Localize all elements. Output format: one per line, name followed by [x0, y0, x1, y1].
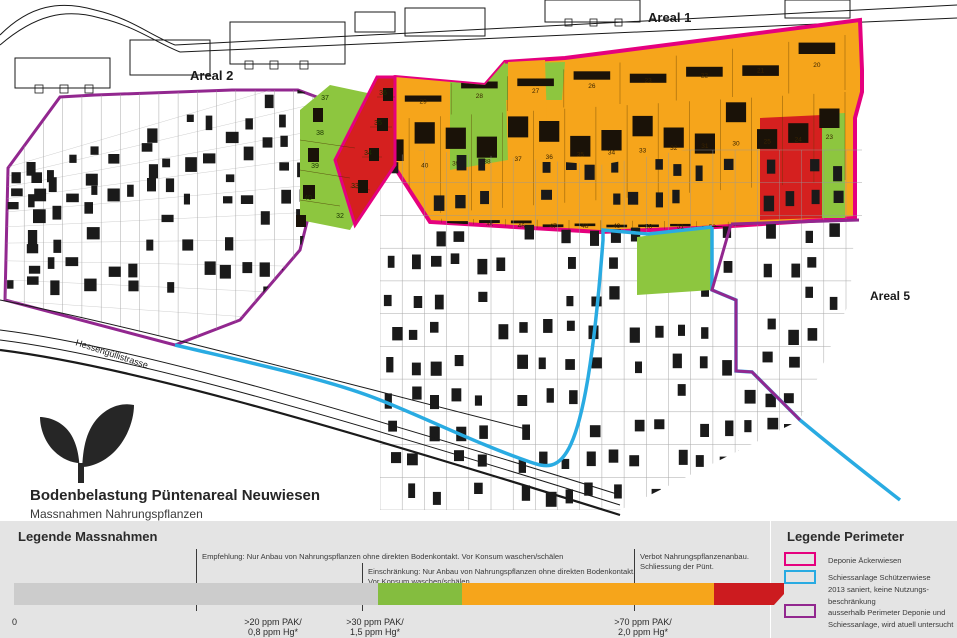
svg-text:25: 25 — [764, 139, 772, 146]
svg-text:23: 23 — [826, 134, 834, 141]
svg-text:30: 30 — [732, 141, 740, 148]
svg-text:Bodenbelastung Püntenareal Neu: Bodenbelastung Püntenareal Neuwiesen — [30, 487, 320, 504]
svg-text:21: 21 — [757, 67, 765, 74]
svg-text:36: 36 — [546, 154, 554, 161]
svg-text:23: 23 — [644, 78, 652, 85]
svg-text:Areal 5: Areal 5 — [870, 289, 910, 303]
svg-text:32: 32 — [670, 145, 678, 152]
svg-text:22: 22 — [701, 73, 709, 80]
svg-text:34: 34 — [608, 150, 616, 157]
svg-text:40: 40 — [304, 195, 312, 202]
svg-text:31: 31 — [701, 143, 709, 150]
svg-text:20: 20 — [813, 62, 821, 69]
svg-text:49: 49 — [613, 223, 621, 230]
svg-text:40: 40 — [421, 163, 429, 170]
svg-text:27: 27 — [532, 88, 540, 95]
svg-text:24: 24 — [795, 136, 803, 143]
svg-text:Massnahmen Nahrungspflanzen: Massnahmen Nahrungspflanzen — [30, 507, 203, 521]
svg-text:28: 28 — [476, 93, 484, 100]
svg-text:35: 35 — [374, 120, 382, 127]
svg-text:36: 36 — [379, 90, 387, 97]
svg-text:26: 26 — [588, 83, 596, 90]
svg-text:48: 48 — [581, 223, 589, 230]
svg-text:Areal 1: Areal 1 — [648, 10, 691, 25]
svg-text:35: 35 — [577, 152, 585, 159]
svg-text:37: 37 — [514, 156, 522, 163]
svg-text:29: 29 — [419, 98, 427, 105]
svg-text:32: 32 — [336, 213, 344, 220]
svg-text:47: 47 — [549, 223, 557, 230]
svg-text:Areal 2: Areal 2 — [190, 68, 233, 83]
svg-text:33: 33 — [639, 147, 647, 154]
svg-text:37: 37 — [321, 95, 329, 102]
svg-text:38: 38 — [316, 130, 324, 137]
svg-text:34: 34 — [364, 150, 372, 157]
svg-text:33: 33 — [351, 183, 359, 190]
svg-text:39: 39 — [311, 163, 319, 170]
